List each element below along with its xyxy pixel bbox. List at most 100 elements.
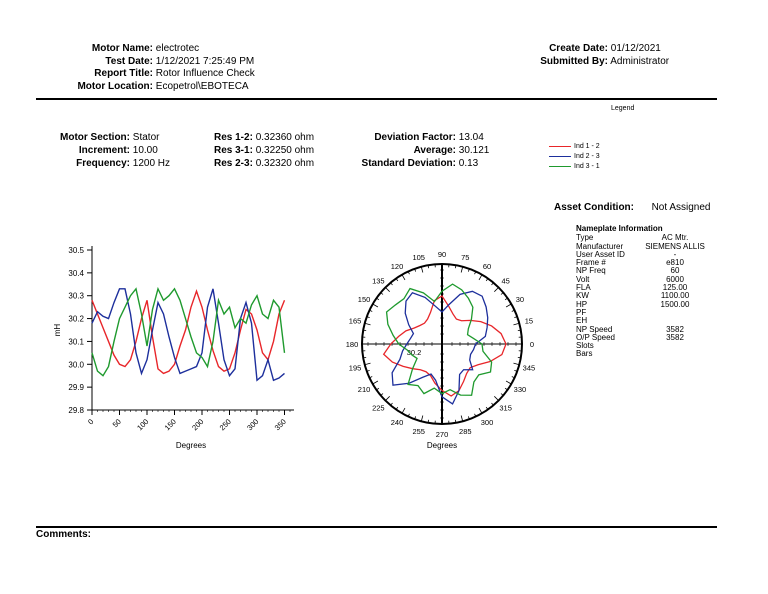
polar-tick <box>366 369 370 372</box>
x-tick-label: 100 <box>135 417 150 432</box>
res23-label: Res 2-3: <box>214 158 253 169</box>
polar-tick <box>513 322 520 326</box>
polar-chart: 0 15 30 45 60 75 90 105 120 135 150 165 180 195 210 225… <box>346 250 536 450</box>
create-date-label: Create Date: <box>549 43 608 54</box>
nameplate-row: Volt 6000 <box>576 274 708 284</box>
nameplate-info: Nameplate Information Type AC Mtr. Manufac… <box>576 224 708 359</box>
polar-tick <box>369 376 373 379</box>
polar-tick <box>474 271 477 275</box>
nameplate-key: Manufacturer <box>576 241 624 251</box>
nameplate-row: NP Freq 60 <box>576 266 708 276</box>
polar-tick <box>494 396 499 401</box>
polar-tick <box>478 407 483 414</box>
x-tick-label: 0 <box>86 417 95 426</box>
legend: Ind 1 - 2 Ind 2 - 3 Ind 3 - 1 <box>549 141 600 171</box>
polar-tick <box>500 292 504 295</box>
angle-label: 0 <box>530 340 534 349</box>
nameplate-row: HP 1500.00 <box>576 300 708 309</box>
nameplate-row: Frame # e810 <box>576 258 708 268</box>
nameplate-key: Frame # <box>576 258 606 268</box>
increment-value: 10.00 <box>132 145 158 156</box>
angle-label: 165 <box>349 317 362 326</box>
polar-tick <box>474 413 477 417</box>
polar-tick <box>504 387 508 391</box>
comments-divider <box>36 526 717 528</box>
nameplate-key: NP Speed <box>576 324 613 334</box>
res31-label: Res 3-1: <box>214 145 253 156</box>
polar-tick <box>380 292 384 295</box>
nameplate-value: 60 <box>670 266 680 276</box>
polar-tick <box>414 268 417 272</box>
angle-label: 15 <box>525 317 533 326</box>
polar-tick <box>401 274 406 281</box>
x-axis-label: Degrees <box>176 441 206 450</box>
frequency-value: 1200 Hz <box>132 158 171 169</box>
x-tick-label: 50 <box>111 417 123 429</box>
x-tick-label: 200 <box>190 417 205 432</box>
angle-label: 195 <box>349 363 362 372</box>
polar-tick <box>385 396 390 401</box>
legend-item-ind-2-3: Ind 2 - 3 <box>549 151 600 161</box>
nameplate-row: Slots <box>576 341 708 351</box>
nameplate-value: 125.00 <box>662 283 688 293</box>
nameplate-key: KW <box>576 291 589 301</box>
nameplate-key: Type <box>576 233 594 243</box>
angle-label: 330 <box>514 385 527 394</box>
polar-tick <box>485 278 489 282</box>
angle-label: 255 <box>412 427 425 436</box>
res31-value: 0.32250 ohm <box>255 145 315 156</box>
report-header-right: Create Date: 01/12/2021 Submitted By: Ad… <box>520 43 669 68</box>
y-axis-label: mH <box>53 324 62 337</box>
polar-series-1 <box>382 295 507 397</box>
polar-tick <box>511 309 515 312</box>
y-tick-label: 29.8 <box>68 406 84 415</box>
nameplate-value: 3582 <box>666 332 684 342</box>
submitted-by-label: Submitted By: <box>540 55 608 67</box>
nameplate-row: NP Speed 3582 <box>576 324 708 334</box>
nameplate-key: Volt <box>576 274 590 284</box>
polar-tick <box>478 274 483 281</box>
polar-x-label: Degrees <box>427 441 457 450</box>
angle-label: 240 <box>391 418 404 427</box>
report-title-value: Rotor Influence Check <box>155 68 255 79</box>
summary-section: Motor Section: Stator Increment: 10.00 F… <box>40 131 170 170</box>
polar-tick <box>401 407 406 414</box>
radial-value-label: 30.2 <box>407 348 422 357</box>
polar-tick <box>366 316 370 319</box>
legend-title: Legend <box>611 105 635 112</box>
nameplate-row: FLA 125.00 <box>576 283 708 293</box>
nameplate-key: User Asset ID <box>576 249 625 259</box>
motor-section-label: Motor Section: <box>60 132 130 143</box>
angle-label: 345 <box>523 363 536 372</box>
asset-condition-value: Not Assigned <box>651 202 711 213</box>
motor-name-label: Motor Name: <box>91 43 153 54</box>
nameplate-rows: Type AC Mtr. Manufacturer SIEMENS ALLIS User… <box>576 233 708 358</box>
resistance-section: Res 1-2: 0.32360 ohm Res 3-1: 0.32250 oh… <box>214 131 314 170</box>
angle-label: 90 <box>438 250 446 259</box>
angle-label: 300 <box>481 418 494 427</box>
angle-label: 105 <box>412 253 425 262</box>
nameplate-row: Type AC Mtr. <box>576 233 708 243</box>
polar-tick <box>467 416 470 420</box>
create-date-value: 01/12/2021 <box>610 43 661 54</box>
stddev-value: 0.13 <box>458 158 479 169</box>
test-date-value: 1/12/2021 7:25:49 PM <box>155 55 255 67</box>
submitted-by-value: Administrator <box>610 55 670 67</box>
asset-condition-label: Asset Condition: <box>554 202 634 213</box>
polar-tick <box>514 369 518 372</box>
average-label: Average: <box>413 145 456 156</box>
polar-tick <box>414 416 417 420</box>
statistics-section: Deviation Factor: 13.04 Average: 30.121 … <box>360 131 490 170</box>
polar-tick <box>420 415 424 422</box>
report-title-label: Report Title: <box>94 68 153 79</box>
comments-label: Comments: <box>36 529 92 540</box>
x-tick-label: 300 <box>245 417 260 432</box>
angle-label: 45 <box>501 276 509 285</box>
polar-tick <box>500 393 504 396</box>
polar-tick <box>372 380 379 385</box>
angle-label: 225 <box>372 404 385 413</box>
nameplate-key: Slots <box>576 341 594 351</box>
motor-location-value: Ecopetrol\EBOTECA <box>155 80 249 92</box>
average-value: 30.121 <box>458 145 490 156</box>
polar-tick <box>385 287 390 292</box>
